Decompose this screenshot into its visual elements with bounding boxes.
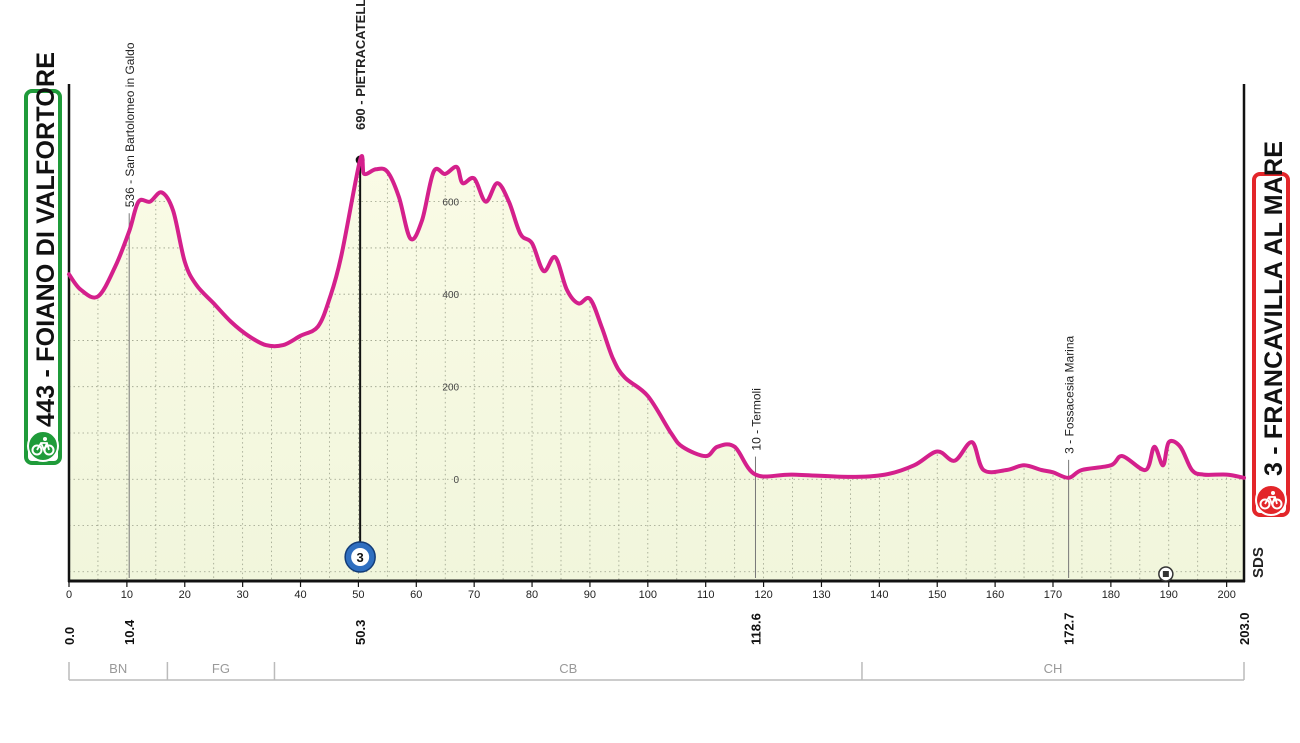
x-tick-label: 140 — [870, 589, 888, 601]
start-box: 443 - FOIANO DI VALFORTORE — [24, 52, 62, 465]
altitude-ticks: 0 200 400 600 — [442, 198, 459, 487]
profile-marks — [1158, 566, 1174, 582]
profile-area — [69, 155, 1244, 581]
altitude-tick-label: 0 — [454, 475, 460, 486]
finish-box: 3 - FRANCAVILLA AL MARE — [1252, 141, 1290, 517]
altitude-tick-label: 400 — [442, 290, 459, 301]
x-tick-label: 160 — [986, 589, 1004, 601]
x-tick-label: 20 — [179, 589, 191, 601]
x-tick-label: 110 — [697, 589, 715, 601]
waypoint-label: 690 - PIETRACATELLA — [353, 0, 368, 130]
x-tick-label: 90 — [584, 589, 596, 601]
waypoint-label: 3 - Fossacesia Marina — [1063, 335, 1077, 453]
km-label: 0.0 — [62, 627, 77, 645]
km-label: 172.7 — [1062, 612, 1077, 645]
region-label: CH — [1044, 661, 1063, 676]
waypoints: 536 - San Bartolomeo in Galdo 690 - PIETR… — [123, 0, 1077, 578]
region-bar: BN FG CB CH — [68, 661, 1245, 681]
km-label: 118.6 — [748, 613, 763, 645]
grid-overlay — [69, 171, 1244, 580]
x-tick-label: 10 — [121, 589, 133, 601]
x-tick-label: 150 — [928, 589, 946, 601]
x-tick-label: 50 — [352, 589, 364, 601]
climb-category-label: 3 — [357, 550, 364, 565]
sprint-zone-label: SDS — [1250, 547, 1267, 578]
x-tick-label: 30 — [237, 589, 249, 601]
profile-line — [67, 154, 1246, 480]
x-tick-label: 170 — [1044, 589, 1062, 601]
x-tick-label: 100 — [639, 589, 657, 601]
altitude-tick-label: 600 — [442, 198, 459, 209]
x-tick-label: 200 — [1217, 589, 1235, 601]
x-tick-label: 0 — [66, 589, 72, 601]
x-tick-label: 70 — [468, 589, 480, 601]
x-ticks: 0 10 20 30 40 50 60 70 80 90 100 110 120 130 140 150 160… — [66, 581, 1236, 601]
km-label: 203.0 — [1237, 612, 1252, 645]
x-tick-label: 80 — [526, 589, 538, 601]
waypoint-label: 536 - San Bartolomeo in Galdo — [123, 42, 137, 207]
x-tick-label: 180 — [1102, 589, 1120, 601]
x-tick-label: 190 — [1160, 589, 1178, 601]
region-label: CB — [559, 661, 577, 676]
km-labels: 0.0 10.4 50.3 118.6 172.7 203.0 — [62, 612, 1252, 645]
x-tick-label: 130 — [812, 589, 830, 601]
km-label: 50.3 — [353, 620, 368, 645]
x-tick-label: 60 — [410, 589, 422, 601]
altitude-tick-label: 200 — [442, 383, 459, 394]
x-tick-label: 120 — [754, 589, 772, 601]
climb-category-badge-inner — [351, 548, 370, 566]
region-label: BN — [109, 661, 127, 676]
waypoint-label: 10 - Termoli — [749, 388, 763, 450]
x-tick-label: 40 — [294, 589, 306, 601]
region-label: FG — [212, 661, 230, 676]
start-label: 443 - FOIANO DI VALFORTORE — [32, 51, 60, 427]
finish-label: 3 - FRANCAVILLA AL MARE — [1260, 140, 1288, 476]
km-label: 10.4 — [122, 619, 137, 645]
start-bike-icon — [27, 430, 59, 462]
finish-bike-icon — [1255, 484, 1287, 516]
sprint-icon-inner — [1162, 571, 1169, 577]
